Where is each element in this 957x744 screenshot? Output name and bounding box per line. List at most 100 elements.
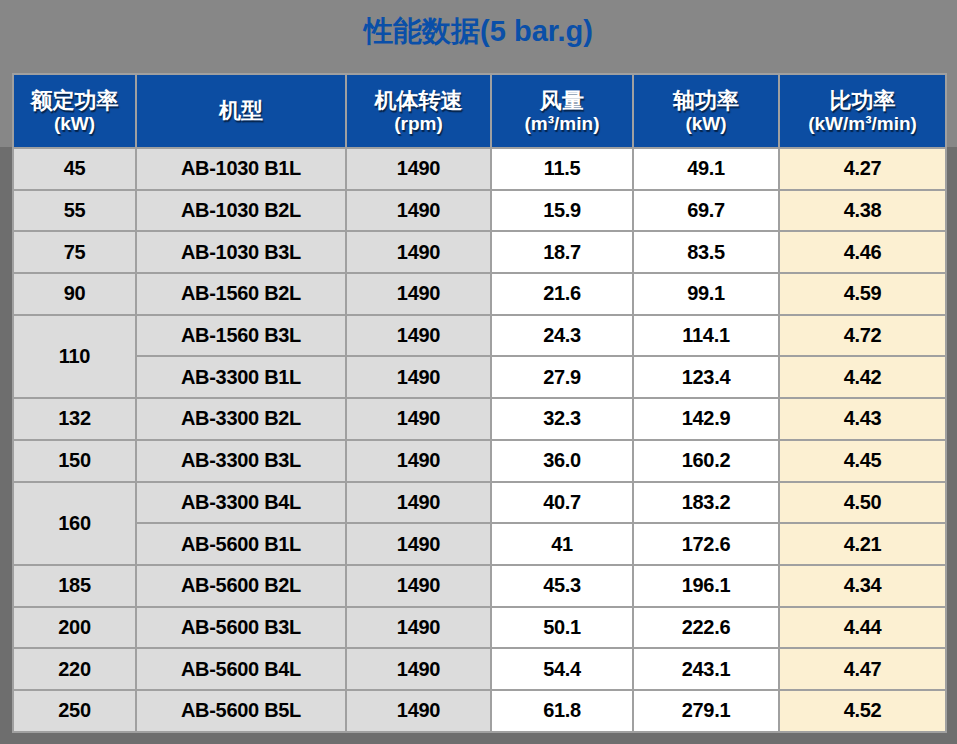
- table-row: AB-3300 B1L149027.9123.44.42: [13, 356, 946, 398]
- cell-specific-power: 4.46: [779, 231, 946, 273]
- cell-model: AB-3300 B2L: [136, 398, 346, 440]
- cell-model: AB-5600 B4L: [136, 648, 346, 690]
- cell-specific-power: 4.47: [779, 648, 946, 690]
- table-row: 185AB-5600 B2L149045.3196.14.34: [13, 565, 946, 607]
- table-row: 110AB-1560 B3L149024.3114.14.72: [13, 315, 946, 357]
- cell-speed: 1490: [346, 231, 491, 273]
- cell-shaft-power: 142.9: [633, 398, 779, 440]
- cell-specific-power: 4.72: [779, 315, 946, 357]
- cell-rated-power: 150: [13, 440, 136, 482]
- table-row: 55AB-1030 B2L149015.969.74.38: [13, 190, 946, 232]
- cell-rated-power: 55: [13, 190, 136, 232]
- cell-rated-power: 200: [13, 607, 136, 649]
- column-header-airflow: 风量(m³/min): [491, 74, 633, 148]
- cell-specific-power: 4.34: [779, 565, 946, 607]
- cell-model: AB-1560 B3L: [136, 315, 346, 357]
- cell-shaft-power: 69.7: [633, 190, 779, 232]
- cell-specific-power: 4.50: [779, 482, 946, 524]
- cell-speed: 1490: [346, 482, 491, 524]
- table-row: 132AB-3300 B2L149032.3142.94.43: [13, 398, 946, 440]
- cell-rated-power: 45: [13, 148, 136, 190]
- cell-model: AB-5600 B1L: [136, 523, 346, 565]
- column-header-unit: (m³/min): [492, 114, 632, 135]
- cell-specific-power: 4.44: [779, 607, 946, 649]
- cell-shaft-power: 222.6: [633, 607, 779, 649]
- cell-rated-power: 90: [13, 273, 136, 315]
- cell-speed: 1490: [346, 315, 491, 357]
- cell-airflow: 50.1: [491, 607, 633, 649]
- cell-airflow: 21.6: [491, 273, 633, 315]
- table-row: 45AB-1030 B1L149011.549.14.27: [13, 148, 946, 190]
- cell-shaft-power: 172.6: [633, 523, 779, 565]
- cell-airflow: 36.0: [491, 440, 633, 482]
- cell-airflow: 45.3: [491, 565, 633, 607]
- table-row: 220AB-5600 B4L149054.4243.14.47: [13, 648, 946, 690]
- cell-rated-power: 185: [13, 565, 136, 607]
- cell-specific-power: 4.45: [779, 440, 946, 482]
- column-header-label: 机体转速: [347, 87, 490, 115]
- table-body: 45AB-1030 B1L149011.549.14.2755AB-1030 B…: [13, 148, 946, 732]
- cell-shaft-power: 83.5: [633, 231, 779, 273]
- cell-shaft-power: 196.1: [633, 565, 779, 607]
- cell-airflow: 15.9: [491, 190, 633, 232]
- cell-shaft-power: 123.4: [633, 356, 779, 398]
- cell-rated-power: 250: [13, 690, 136, 732]
- cell-speed: 1490: [346, 356, 491, 398]
- performance-table: 额定功率(kW)机型机体转速(rpm)风量(m³/min)轴功率(kW)比功率(…: [12, 73, 947, 733]
- cell-shaft-power: 160.2: [633, 440, 779, 482]
- cell-airflow: 54.4: [491, 648, 633, 690]
- cell-specific-power: 4.27: [779, 148, 946, 190]
- cell-shaft-power: 99.1: [633, 273, 779, 315]
- cell-specific-power: 4.42: [779, 356, 946, 398]
- column-header-rated-power: 额定功率(kW): [13, 74, 136, 148]
- table-row: AB-5600 B1L149041172.64.21: [13, 523, 946, 565]
- cell-speed: 1490: [346, 440, 491, 482]
- table-row: 200AB-5600 B3L149050.1222.64.44: [13, 607, 946, 649]
- table-header: 额定功率(kW)机型机体转速(rpm)风量(m³/min)轴功率(kW)比功率(…: [13, 74, 946, 148]
- cell-model: AB-5600 B2L: [136, 565, 346, 607]
- cell-speed: 1490: [346, 273, 491, 315]
- column-header-label: 额定功率: [14, 87, 135, 115]
- column-header-label: 比功率: [780, 87, 945, 115]
- cell-model: AB-1030 B1L: [136, 148, 346, 190]
- column-header-unit: (kW): [14, 114, 135, 135]
- cell-speed: 1490: [346, 190, 491, 232]
- cell-rated-power: 110: [13, 315, 136, 398]
- cell-airflow: 27.9: [491, 356, 633, 398]
- column-header-model: 机型: [136, 74, 346, 148]
- cell-speed: 1490: [346, 607, 491, 649]
- cell-speed: 1490: [346, 565, 491, 607]
- cell-airflow: 11.5: [491, 148, 633, 190]
- cell-shaft-power: 183.2: [633, 482, 779, 524]
- table-row: 150AB-3300 B3L149036.0160.24.45: [13, 440, 946, 482]
- cell-specific-power: 4.43: [779, 398, 946, 440]
- column-header-specific-power: 比功率(kW/m³/min): [779, 74, 946, 148]
- cell-speed: 1490: [346, 523, 491, 565]
- cell-model: AB-1560 B2L: [136, 273, 346, 315]
- table-row: 160AB-3300 B4L149040.7183.24.50: [13, 482, 946, 524]
- cell-model: AB-3300 B4L: [136, 482, 346, 524]
- cell-model: AB-5600 B5L: [136, 690, 346, 732]
- cell-specific-power: 4.52: [779, 690, 946, 732]
- table-row: 250AB-5600 B5L149061.8279.14.52: [13, 690, 946, 732]
- cell-airflow: 24.3: [491, 315, 633, 357]
- cell-rated-power: 220: [13, 648, 136, 690]
- cell-speed: 1490: [346, 690, 491, 732]
- cell-shaft-power: 114.1: [633, 315, 779, 357]
- cell-speed: 1490: [346, 648, 491, 690]
- column-header-shaft-power: 轴功率(kW): [633, 74, 779, 148]
- table-row: 75AB-1030 B3L149018.783.54.46: [13, 231, 946, 273]
- column-header-label: 轴功率: [634, 87, 778, 115]
- header-row: 额定功率(kW)机型机体转速(rpm)风量(m³/min)轴功率(kW)比功率(…: [13, 74, 946, 148]
- cell-model: AB-1030 B3L: [136, 231, 346, 273]
- cell-model: AB-1030 B2L: [136, 190, 346, 232]
- cell-model: AB-5600 B3L: [136, 607, 346, 649]
- cell-rated-power: 75: [13, 231, 136, 273]
- column-header-label: 风量: [492, 87, 632, 115]
- table-row: 90AB-1560 B2L149021.699.14.59: [13, 273, 946, 315]
- cell-airflow: 61.8: [491, 690, 633, 732]
- cell-specific-power: 4.38: [779, 190, 946, 232]
- column-header-unit: (kW): [634, 114, 778, 135]
- column-header-speed: 机体转速(rpm): [346, 74, 491, 148]
- cell-rated-power: 132: [13, 398, 136, 440]
